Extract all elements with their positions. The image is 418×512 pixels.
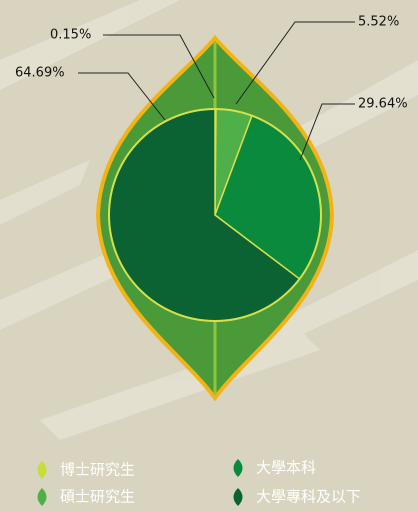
legend-label: 大學本科: [256, 459, 316, 477]
legend-label: 碩士研究生: [60, 488, 135, 506]
data-label: 0.15%: [50, 28, 91, 43]
legend-label: 博士研究生: [60, 461, 135, 479]
data-label: 64.69%: [15, 66, 65, 81]
data-label: 29.64%: [358, 97, 408, 112]
legend-label: 大學專科及以下: [256, 488, 361, 506]
chart: 0.15% 5.52% 29.64% 64.69% 博士研究生碩士研究生 大學本科大學專科…: [0, 0, 418, 512]
data-label: 5.52%: [358, 15, 399, 30]
